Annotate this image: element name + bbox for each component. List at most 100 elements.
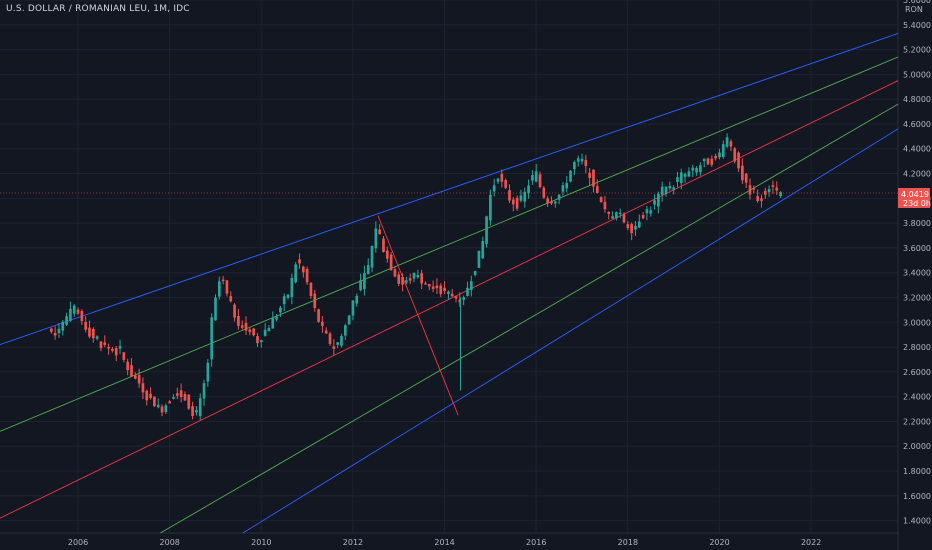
channel-line-green [160,103,899,534]
price-tick-label: 2.4000 [903,393,931,402]
candle-body [679,172,683,184]
time-axis[interactable]: 2006 2008 2010 2012 2014 2016 2018 2020 2022 [68,538,821,547]
candle-body [343,325,347,336]
price-tag-background [898,188,930,208]
candle-body [527,185,530,194]
price-unit-label: RON [905,5,923,14]
candle-body [607,211,611,214]
candle-body [592,169,595,187]
price-tick-label: 3.2000 [903,293,931,302]
candle-body [534,171,538,182]
candle-body [450,293,454,297]
candle-body [477,250,481,268]
candle-body [267,327,271,332]
candle-body [168,401,172,404]
candle-body [595,186,599,193]
candle-body [725,137,729,147]
candle-body [141,383,145,393]
candle-body [699,165,702,173]
candle-body [57,328,61,334]
price-tick-label: 3.8000 [903,219,931,228]
candle-body [737,152,740,169]
candle-body [767,188,771,193]
candlesticks [49,133,782,420]
candle-body [615,212,618,219]
candle-body [214,297,217,321]
candle-body [225,280,229,294]
candle-body [683,173,687,177]
candle-body [653,200,656,205]
candle-body [546,198,549,204]
candle-body [561,185,565,192]
candle-body [454,296,458,299]
channel-lines [0,33,899,534]
candle-body [744,173,748,183]
candle-body [435,285,439,289]
candle-body [466,287,469,296]
candle-body [492,185,496,192]
candle-body [469,281,473,291]
candle-body [702,158,706,162]
candle-body [179,390,183,397]
candle-body [408,278,412,281]
candle-body [511,199,515,205]
candle-body [378,229,382,235]
candle-body [53,332,57,336]
channel-line-red [0,80,899,519]
candle-body [756,196,759,202]
candle-body [676,177,679,183]
candle-body [126,361,130,371]
candle-body [114,348,118,356]
candle-body [145,390,149,401]
candle-body [531,175,534,181]
candle-body [76,309,80,314]
channel-line-green [0,56,899,432]
candle-body [133,375,137,379]
candle-body [439,285,443,295]
candle-body [237,315,240,326]
candle-body [504,180,507,188]
candle-body [588,172,591,178]
candle-body [405,280,408,283]
candle-body [206,362,210,382]
candle-body [252,328,256,336]
candle-body [664,186,668,195]
candle-body [630,224,633,234]
candle-body [244,323,248,331]
price-tick-label: 5.2000 [903,46,931,55]
candle-body [538,174,542,188]
candle-body [363,273,366,290]
candle-body [553,201,557,204]
candle-body [84,321,88,330]
candle-body [397,274,401,284]
candle-body [710,158,714,165]
time-tick-label: 2010 [251,538,271,547]
candle-body [69,308,72,321]
price-tick-label: 2.0000 [903,442,931,451]
candle-body [496,178,500,182]
candle-body [637,221,641,228]
candle-body [523,191,527,202]
candle-body [198,398,202,417]
candle-body [160,406,164,413]
candle-body [779,192,782,197]
channel-line-blue [242,128,899,534]
candle-body [321,321,324,326]
candle-body [317,309,320,322]
candle-body [195,409,198,413]
price-tick-label: 4.8000 [903,95,931,104]
candle-body [336,342,340,345]
candle-body [424,283,427,285]
price-tick-label: 4.2000 [903,170,931,179]
price-tick-label: 1.6000 [903,492,931,501]
candle-body [183,394,187,401]
candle-body [290,278,294,298]
candle-body [500,173,504,182]
candle-body [641,215,645,219]
price-tick-label: 4.6000 [903,120,931,129]
candle-body [374,228,378,249]
price-tick-label: 5.0000 [903,70,931,79]
candle-body [103,342,107,345]
time-tick-label: 2022 [801,538,821,547]
